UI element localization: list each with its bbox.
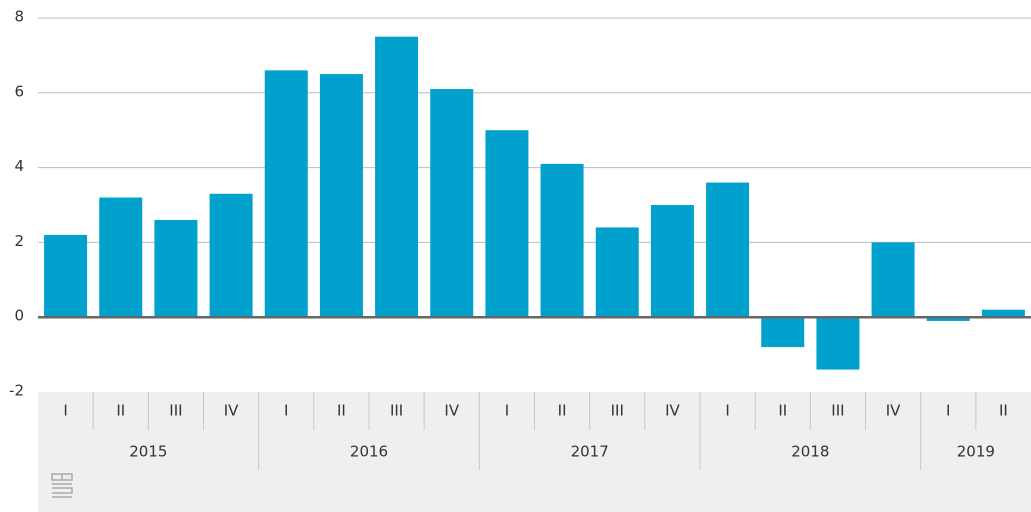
group-label: 2016 [350, 443, 388, 461]
group-label: 2015 [129, 443, 167, 461]
bar [154, 219, 198, 318]
x-tick-label: I [505, 402, 509, 420]
x-tick-label: IV [444, 402, 459, 420]
x-tick-label: II [558, 402, 567, 420]
x-tick-label: IV [665, 402, 680, 420]
bar [319, 74, 363, 318]
bar [706, 182, 750, 318]
x-tick-label: II [999, 402, 1008, 420]
x-tick-label: III [390, 402, 403, 420]
bar [761, 317, 805, 348]
y-tick-label: 6 [14, 82, 24, 100]
x-tick-label: III [169, 402, 182, 420]
bar [209, 193, 253, 318]
bar [650, 205, 694, 318]
group-label: 2018 [791, 443, 829, 461]
x-tick-label: III [831, 402, 844, 420]
group-label: 2019 [957, 443, 995, 461]
x-tick-label: III [611, 402, 624, 420]
x-tick-label: II [337, 402, 346, 420]
x-tick-label: I [725, 402, 729, 420]
bar [430, 89, 474, 318]
y-tick-label: 0 [14, 307, 24, 325]
x-tick-label: I [63, 402, 67, 420]
bar [375, 36, 419, 318]
x-tick-label: II [116, 402, 125, 420]
x-tick-label: II [778, 402, 787, 420]
bar [816, 317, 860, 370]
bar [264, 70, 308, 318]
x-tick-label: IV [224, 402, 239, 420]
bar [540, 163, 584, 318]
x-tick-label: IV [886, 402, 901, 420]
logo [51, 473, 73, 498]
x-tick-label: I [284, 402, 288, 420]
bar [871, 242, 915, 318]
x-tick-label: I [946, 402, 950, 420]
bar [981, 309, 1025, 318]
y-tick-label: -2 [9, 382, 24, 400]
bar [595, 227, 639, 318]
y-tick-label: 4 [14, 157, 24, 175]
bar [99, 197, 143, 318]
y-tick-label: 8 [14, 8, 24, 26]
y-tick-label: 2 [14, 232, 24, 250]
group-label: 2017 [571, 443, 609, 461]
bar [44, 234, 88, 318]
bar [926, 317, 970, 321]
bar [485, 130, 529, 318]
